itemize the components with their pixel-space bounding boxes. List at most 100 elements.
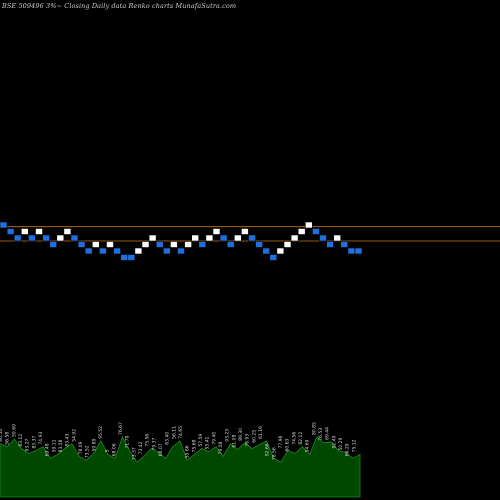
renko-brick-down: [326, 241, 334, 248]
renko-brick-up: [333, 234, 342, 242]
renko-brick-up: [170, 241, 178, 248]
volume-label: 63.40: [165, 432, 171, 445]
renko-brick-down: [269, 254, 278, 261]
volume-label: 54.69: [305, 439, 311, 452]
renko-brick-up: [290, 234, 299, 242]
renko-brick-down: [155, 241, 164, 248]
volume-label: 56.11: [171, 426, 177, 439]
renko-brick-up: [63, 228, 72, 235]
volume-label: 54.92: [71, 429, 77, 442]
volume-label: 75.68: [191, 439, 197, 452]
renko-brick-down: [163, 247, 171, 255]
renko-brick-down: [127, 254, 136, 261]
volume-label: 76.53: [318, 428, 324, 441]
volume-label: 75.12: [351, 439, 357, 452]
renko-bricks: [0, 221, 363, 261]
renko-brick-down: [70, 234, 79, 242]
volume-label: 93.23: [225, 429, 231, 442]
renko-brick-up: [141, 241, 150, 248]
volume-label: 66.29: [345, 443, 351, 456]
volume-label: 79.58: [218, 441, 224, 454]
renko-brick-down: [319, 234, 327, 242]
volume-label: 89.30: [238, 428, 244, 441]
volume-label: 80.85: [311, 422, 317, 435]
volume-label: 76.93: [245, 434, 251, 447]
renko-brick-down: [198, 241, 207, 248]
renko-brick-down: [99, 247, 107, 255]
renko-brick-up: [106, 241, 114, 248]
renko-brick-down: [77, 241, 86, 248]
renko-brick-up: [92, 241, 100, 248]
volume-label: 59.89: [91, 438, 97, 451]
volume-panel: [0, 435, 361, 498]
renko-brick-up: [191, 234, 199, 242]
renko-brick-up: [148, 234, 157, 242]
volume-label: 60.63: [285, 438, 291, 451]
volume-label: 75.56: [145, 434, 151, 447]
volume-label: 78.56: [271, 447, 277, 460]
volume-label: 59.69: [11, 424, 17, 437]
volume-label: 73.37: [131, 447, 137, 460]
renko-brick-up: [184, 241, 192, 248]
renko-brick-up: [35, 228, 43, 235]
volume-label: 66.07: [158, 443, 164, 456]
volume-label: 5: [105, 449, 111, 452]
volume-label: 83.12: [18, 434, 24, 447]
renko-brick-up: [283, 241, 292, 248]
renko-brick-down: [42, 234, 50, 242]
volume-label: 79.40: [211, 432, 217, 445]
renko-brick-down: [13, 234, 22, 242]
renko-brick-down: [0, 221, 8, 229]
renko-brick-up: [134, 247, 143, 255]
volume-label: 61.16: [258, 426, 264, 439]
renko-brick-up: [56, 234, 65, 242]
volume-label: 59.11: [51, 439, 57, 452]
renko-brick-up: [20, 228, 29, 235]
volume-label: 82.12: [298, 432, 304, 445]
renko-brick-down: [120, 254, 128, 261]
volume-label: 73.52: [85, 445, 91, 458]
volume-label: 63.48: [45, 443, 51, 456]
volume-label: 79.37: [151, 437, 157, 450]
renko-brick-down: [340, 241, 349, 248]
renko-brick-up: [212, 228, 221, 235]
renko-brick-down: [255, 241, 263, 248]
volume-label: 83.58: [58, 439, 64, 452]
volume-label: 68.06: [111, 443, 117, 456]
volume-label: 83.43: [65, 434, 71, 447]
volume-label: 61.08: [231, 435, 237, 448]
volume-label: 55.66: [185, 445, 191, 458]
renko-brick-down: [177, 247, 185, 255]
volume-label: 76.67: [118, 422, 124, 435]
volume-label: 50.29: [338, 437, 344, 450]
renko-brick-down: [226, 241, 235, 248]
renko-brick-down: [347, 247, 356, 255]
renko-brick-down: [84, 247, 93, 255]
volume-label: 74.56: [291, 432, 297, 445]
volume-label: 93.27: [25, 438, 31, 451]
volume-label: 57.59: [198, 434, 204, 447]
renko-brick-down: [49, 241, 58, 248]
renko-brick-down: [248, 234, 256, 242]
volume-label: 92.49: [331, 436, 337, 449]
volume-label: 77.96: [278, 436, 284, 449]
renko-brick-up: [234, 234, 242, 242]
renko-brick-down: [113, 247, 121, 255]
renko-brick-down: [354, 247, 363, 255]
renko-brick-up: [304, 221, 313, 229]
volume-label: 95.52: [98, 426, 104, 439]
volume-label: 60.25: [251, 430, 257, 443]
renko-brick-down: [219, 234, 228, 242]
volume-label: 78.09: [78, 441, 84, 454]
renko-brick-up: [276, 247, 285, 255]
volume-label: 73.42: [138, 441, 144, 454]
volume-label: 56.58: [5, 432, 11, 445]
volume-area: [0, 435, 361, 498]
renko-brick-down: [28, 234, 36, 242]
volume-label: 55.41: [205, 437, 211, 450]
volume-label: 71.78: [125, 436, 131, 449]
volume-label: 74.65: [178, 426, 184, 439]
